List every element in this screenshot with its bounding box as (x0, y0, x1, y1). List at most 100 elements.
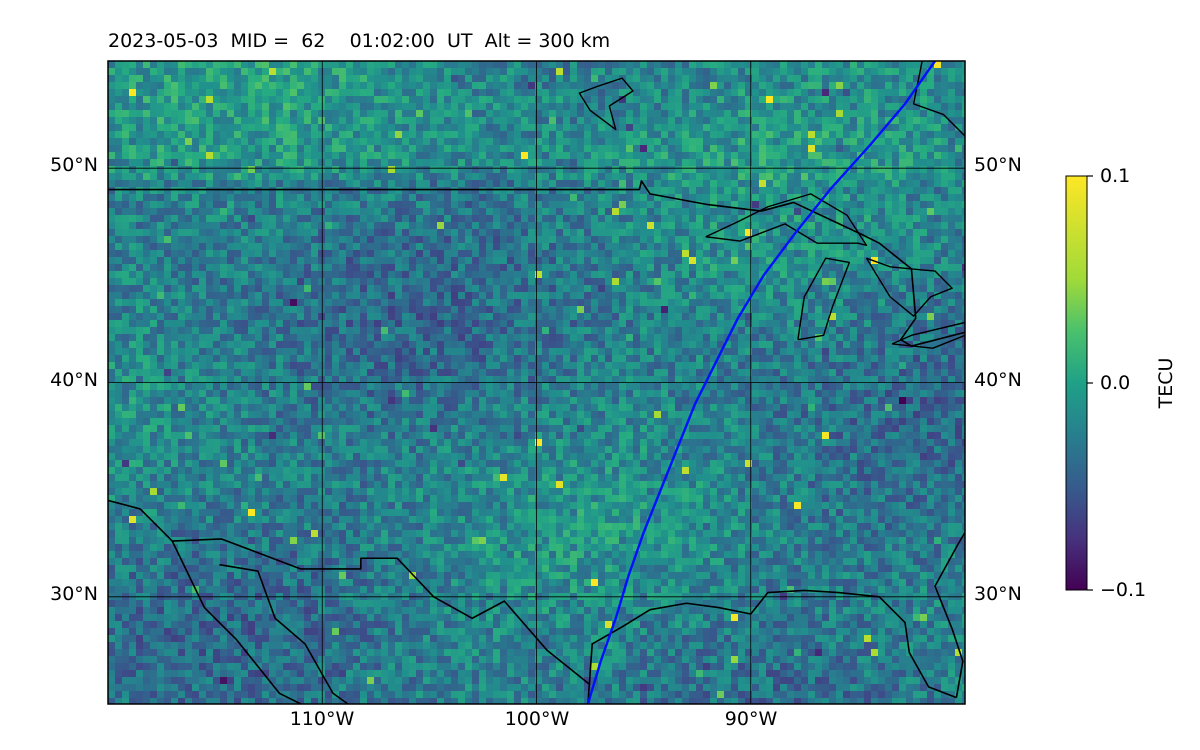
tec-cell (241, 201, 249, 209)
tec-cell (458, 292, 466, 300)
tec-cell (584, 61, 592, 69)
tec-cell (612, 306, 620, 314)
tec-cell (675, 257, 683, 265)
tec-cell (185, 187, 193, 195)
tec-cell (423, 68, 431, 76)
tec-cell (304, 187, 312, 195)
tec-cell (206, 96, 214, 104)
tec-cell (395, 159, 403, 167)
tec-cell (647, 180, 655, 188)
tec-cell (297, 180, 305, 188)
tec-cell (633, 117, 641, 125)
tec-cell (535, 75, 543, 83)
tec-cell (199, 61, 207, 69)
tec-cell (542, 236, 550, 244)
tec-cell (920, 61, 928, 69)
tec-cell (213, 138, 221, 146)
tec-cell (451, 222, 459, 230)
tec-cell (297, 110, 305, 118)
tec-cell (738, 166, 746, 174)
tec-cell (857, 61, 865, 69)
tec-cell (626, 117, 634, 125)
tec-cell (157, 61, 165, 69)
tec-cell (444, 68, 452, 76)
tec-cell (759, 159, 767, 167)
tec-cell (948, 194, 956, 202)
tec-cell (780, 334, 788, 342)
tec-cell (129, 124, 137, 132)
tec-cell (626, 320, 634, 328)
tec-cell (486, 75, 494, 83)
tec-cell (374, 180, 382, 188)
tec-cell (409, 138, 417, 146)
tec-cell (675, 327, 683, 335)
tec-cell (213, 250, 221, 258)
tec-cell (255, 341, 263, 349)
tec-cell (556, 306, 564, 314)
tec-cell (710, 285, 718, 293)
tec-cell (276, 299, 284, 307)
tec-cell (507, 271, 515, 279)
tec-cell (528, 138, 536, 146)
tec-cell (878, 96, 886, 104)
tec-cell (920, 306, 928, 314)
tec-cell (255, 82, 263, 90)
tec-cell (829, 250, 837, 258)
tec-cell (444, 103, 452, 111)
tec-cell (465, 299, 473, 307)
tec-cell (773, 166, 781, 174)
tec-cell (381, 89, 389, 97)
tec-cell (423, 243, 431, 251)
tec-cell (717, 222, 725, 230)
tec-cell (220, 159, 228, 167)
tec-cell (864, 243, 872, 251)
tec-cell (164, 75, 172, 83)
tec-cell (458, 110, 466, 118)
tec-cell (857, 194, 865, 202)
tec-cell (899, 82, 907, 90)
tec-cell (962, 138, 965, 146)
tec-cell (248, 96, 256, 104)
tec-cell (185, 110, 193, 118)
tec-cell (367, 208, 375, 216)
tec-cell (500, 96, 508, 104)
tec-cell (136, 124, 144, 132)
tec-cell (717, 152, 725, 160)
tec-cell (479, 89, 487, 97)
tec-cell (934, 75, 942, 83)
tec-cell (465, 306, 473, 314)
tec-cell (409, 292, 417, 300)
tec-cell (843, 82, 851, 90)
tec-cell (472, 306, 480, 314)
tec-cell (283, 166, 291, 174)
tec-cell (717, 145, 725, 153)
tec-cell (290, 341, 298, 349)
tec-cell (885, 208, 893, 216)
tec-cell (801, 306, 809, 314)
tec-cell (885, 145, 893, 153)
tec-cell (654, 124, 662, 132)
tec-cell (745, 222, 753, 230)
tec-cell (136, 117, 144, 125)
tec-cell (927, 299, 935, 307)
tec-cell (563, 264, 571, 272)
tec-cell (395, 61, 403, 69)
tec-cell (619, 145, 627, 153)
tec-cell (458, 208, 466, 216)
tec-cell (451, 215, 459, 223)
tec-cell (815, 68, 823, 76)
tec-cell (619, 320, 627, 328)
tec-cell (591, 82, 599, 90)
tec-cell (409, 278, 417, 286)
tec-cell (668, 327, 676, 335)
tec-cell (661, 243, 669, 251)
tec-cell (311, 222, 319, 230)
tec-cell (339, 201, 347, 209)
tec-cell (864, 152, 872, 160)
tec-cell (157, 208, 165, 216)
tec-cell (654, 187, 662, 195)
tec-cell (626, 201, 634, 209)
tec-cell (892, 124, 900, 132)
tec-cell (500, 327, 508, 335)
tec-cell (234, 82, 242, 90)
